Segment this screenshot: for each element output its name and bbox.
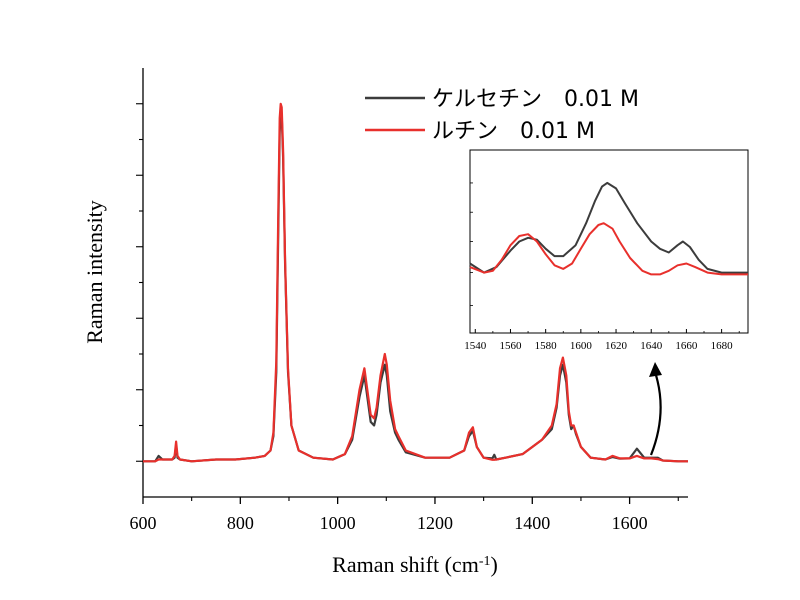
- inset-x-tick-label: 1580: [535, 340, 558, 352]
- main-series-group: [143, 102, 688, 463]
- inset-x-tick-label: 1600: [570, 340, 593, 352]
- inset-zoom-panel: 1540 1560 1580 1600 1620 1640 1660 1680: [464, 149, 749, 352]
- x-tick-label: 1400: [514, 513, 550, 533]
- legend-label-quercetin: ケルセチン 0.01 M: [432, 87, 639, 112]
- x-axis-label: Raman shift (cm-1): [332, 552, 498, 577]
- series-line-rutin: [143, 102, 688, 463]
- x-tick-label: 1600: [612, 513, 648, 533]
- inset-x-tick-label: 1680: [711, 340, 734, 352]
- inset-series-line-quercetin: [469, 181, 748, 274]
- inset-pointer-arrow: [649, 362, 662, 456]
- x-tick-label: 1200: [417, 513, 453, 533]
- inset-x-tick-label: 1540: [464, 340, 487, 352]
- x-tick-label: 800: [227, 513, 254, 533]
- x-tick-label: 600: [130, 513, 157, 533]
- inset-x-tick-label: 1620: [605, 340, 628, 352]
- inset-x-tick-label: 1660: [675, 340, 698, 352]
- legend: ケルセチン 0.01 M ルチン 0.01 M: [365, 87, 639, 144]
- inset-series-line-rutin: [469, 222, 748, 276]
- inset-frame: [469, 149, 749, 334]
- y-axis-label: Raman intensity: [82, 200, 107, 344]
- inset-x-tick-label: 1640: [640, 340, 663, 352]
- x-tick-label: 1000: [320, 513, 356, 533]
- main-axes: 600 800 1000 1200 1400 1600: [130, 68, 688, 533]
- inset-x-tick-label: 1560: [499, 340, 522, 352]
- legend-label-rutin: ルチン 0.01 M: [432, 119, 595, 144]
